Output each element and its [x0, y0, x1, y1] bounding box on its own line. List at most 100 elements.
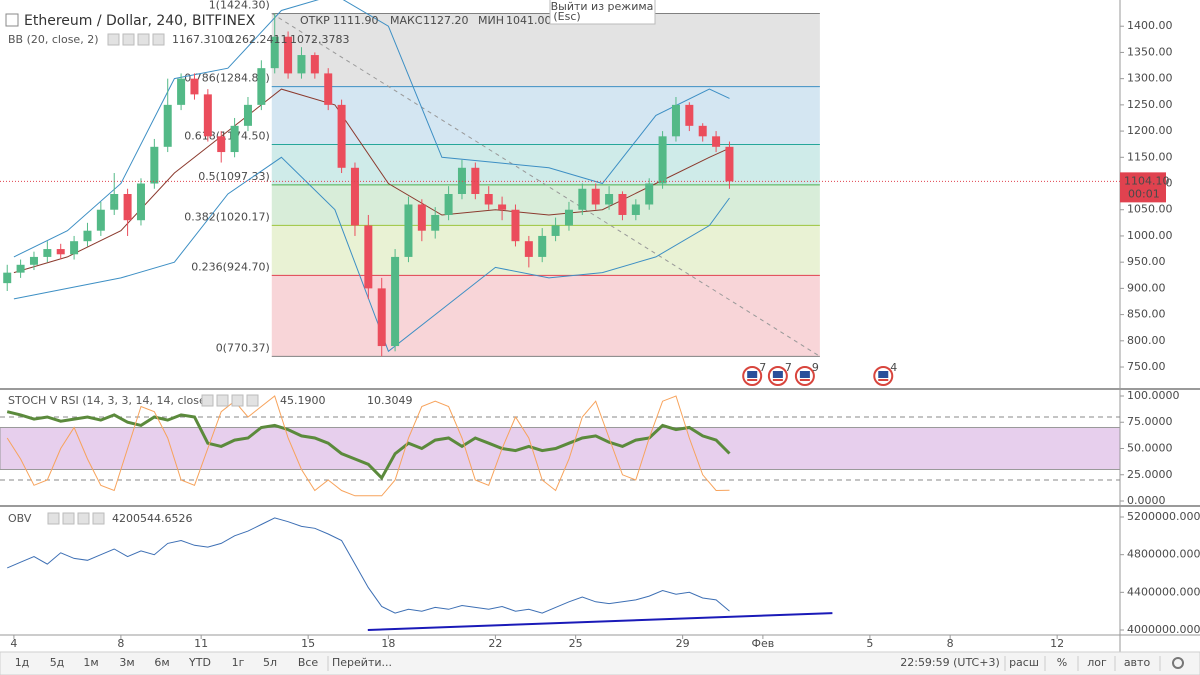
candle-body — [257, 68, 266, 105]
candle-body — [190, 78, 199, 95]
toolbar-button[interactable]: 5д — [50, 656, 65, 669]
candle-body — [498, 204, 507, 210]
candle-body — [712, 136, 721, 147]
legend-button[interactable] — [107, 33, 120, 46]
y-tick-label: 850.00 — [1127, 308, 1166, 321]
x-tick-label: 12 — [1050, 637, 1064, 650]
indicator-readout: 10.3049 — [367, 394, 413, 407]
x-tick-label: 15 — [301, 637, 315, 650]
candle-body — [56, 249, 65, 255]
symbol-icon[interactable] — [5, 13, 19, 27]
candle-body — [457, 167, 466, 194]
settings-icon[interactable] — [1172, 657, 1184, 669]
pane — [0, 395, 1120, 497]
indicator-readout: 4200544.6526 — [112, 512, 192, 525]
y-tick-label: 1000.00 — [1127, 229, 1173, 242]
series-line — [6, 410, 731, 481]
chart-title: Ethereum / Dollar, 240, BITFINEX — [24, 13, 256, 29]
indicator-readout: 1072.3783 — [290, 33, 350, 46]
toolbar-button[interactable]: Все — [298, 656, 319, 669]
fib-zone — [271, 13, 820, 87]
candle-body — [658, 136, 667, 184]
toolbar-button[interactable]: 1д — [15, 656, 30, 669]
indicator-readout: 1262.2411 — [228, 33, 288, 46]
candle-body — [524, 241, 533, 257]
x-tick-label: 5 — [866, 637, 873, 650]
x-tick-label: 11 — [194, 637, 208, 650]
legend-button[interactable] — [77, 512, 90, 525]
candle-body — [217, 136, 226, 153]
candle-body — [297, 55, 306, 74]
y-tick-label: 75.0000 — [1127, 415, 1173, 428]
candle-body — [605, 194, 614, 205]
toolbar-button[interactable]: YTD — [188, 656, 211, 669]
pane — [7, 517, 833, 631]
candle-body — [136, 183, 145, 221]
x-tick-label: 4 — [10, 637, 17, 650]
toolbar-button[interactable]: 22:59:59 (UTC+3) — [900, 656, 1000, 669]
candle-body — [310, 55, 319, 74]
legend-button[interactable] — [201, 394, 214, 407]
ohlc-name: МАКС — [390, 14, 423, 27]
last-price-label: 1104.10 — [1124, 174, 1170, 187]
candle-body — [163, 104, 172, 147]
candle-body — [645, 183, 654, 205]
tooltip-text: (Esc) — [553, 10, 580, 23]
band — [0, 426, 1120, 471]
series-line — [6, 395, 730, 497]
fib-label: 0.236(924.70) — [191, 260, 270, 273]
event-flag — [799, 371, 810, 378]
ohlc-value: 1111.90 — [333, 14, 379, 27]
legend-button[interactable] — [92, 512, 105, 525]
candle-body — [364, 225, 373, 289]
candle-body — [243, 104, 252, 126]
legend-button[interactable] — [137, 33, 150, 46]
event-count: 9 — [812, 361, 819, 374]
y-tick-label: 1150.00 — [1127, 150, 1173, 163]
y-tick-label: 1200.00 — [1127, 124, 1173, 137]
event-flag — [772, 371, 783, 378]
candle-body — [725, 146, 734, 182]
fib-label: 1(1424.30) — [209, 0, 270, 11]
toolbar-button[interactable]: 3м — [119, 656, 134, 669]
toolbar-button[interactable]: 1г — [232, 656, 245, 669]
candle-body — [270, 36, 279, 69]
toolbar-button[interactable]: 5л — [263, 656, 277, 669]
toolbar-button[interactable]: % — [1057, 656, 1067, 669]
candle-body — [591, 188, 600, 205]
legend-button[interactable] — [47, 512, 60, 525]
legend-button[interactable] — [62, 512, 75, 525]
toolbar-button[interactable]: авто — [1124, 656, 1151, 669]
event-count: 7 — [785, 361, 792, 374]
y-tick-label: 4000000.0000 — [1127, 623, 1200, 636]
trend-line — [367, 612, 833, 631]
y-tick-label: 1300.00 — [1127, 72, 1173, 85]
legend-button[interactable] — [122, 33, 135, 46]
bottom-toolbar — [0, 651, 1200, 675]
y-tick-label: 25.0000 — [1127, 468, 1173, 481]
toolbar-button[interactable]: 1м — [83, 656, 98, 669]
legend-button[interactable] — [152, 33, 165, 46]
y-tick-label: 4400000.0000 — [1127, 585, 1200, 598]
candle-body — [324, 73, 333, 105]
legend-button[interactable] — [216, 394, 229, 407]
toolbar-button[interactable]: 6м — [154, 656, 169, 669]
y-tick-label: 5200000.0000 — [1127, 510, 1200, 523]
y-tick-label: 0.0000 — [1127, 494, 1166, 507]
toolbar-button[interactable]: Перейти... — [332, 656, 392, 669]
toolbar-button[interactable]: лог — [1087, 656, 1107, 669]
candle-body — [551, 225, 560, 236]
fib-zone — [271, 275, 820, 357]
series-line — [7, 517, 730, 614]
y-tick-label: 4800000.0000 — [1127, 548, 1200, 561]
last-price-tag — [1120, 172, 1166, 203]
candle-body — [471, 167, 480, 194]
legend-button[interactable] — [246, 394, 259, 407]
fib-label: 0.382(1020.17) — [184, 210, 270, 223]
candle-body — [43, 249, 52, 257]
series-line — [13, 156, 730, 353]
toolbar-button[interactable]: расш — [1009, 656, 1039, 669]
legend-button[interactable] — [231, 394, 244, 407]
y-tick-label: 1250.00 — [1127, 98, 1173, 111]
event-count: 4 — [890, 361, 897, 374]
